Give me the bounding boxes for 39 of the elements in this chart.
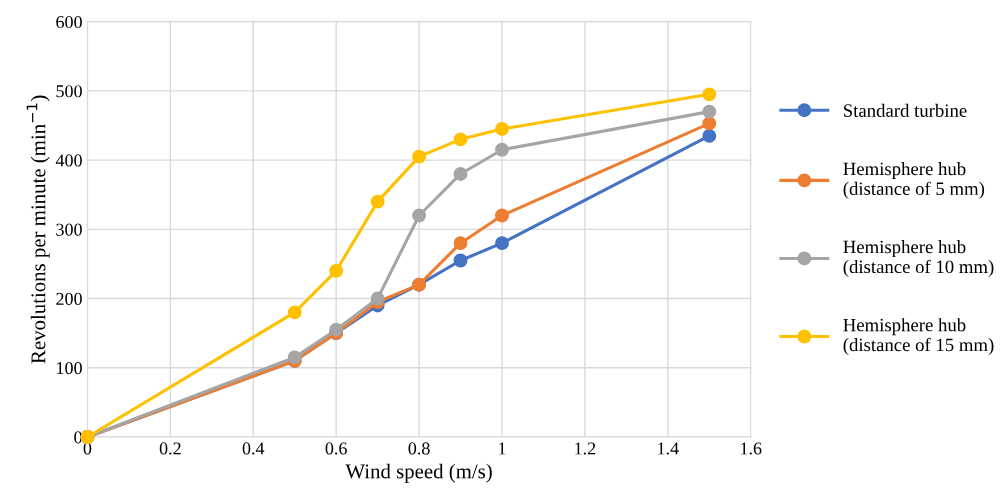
- x-tick-label: 1.6: [741, 442, 762, 455]
- point: [495, 122, 509, 136]
- point: [412, 208, 427, 223]
- point: [702, 116, 717, 131]
- y-tick-label: 200: [56, 292, 82, 305]
- y-tick-label: 600: [56, 15, 82, 29]
- point: [453, 236, 468, 251]
- x-tick-label: 0.8: [408, 442, 430, 455]
- point: [495, 208, 509, 223]
- point: [495, 236, 509, 251]
- point: [702, 87, 717, 102]
- y-tick-label: 500: [56, 85, 82, 98]
- x-tick-label: 1: [499, 442, 506, 455]
- x-tick-label: 0.6: [325, 442, 347, 455]
- legend-label: Hemisphere hub (distance of 5 mm): [843, 162, 985, 199]
- y-tick-label: 100: [57, 362, 82, 375]
- point: [329, 263, 344, 278]
- point: [329, 322, 344, 337]
- point: [370, 194, 385, 209]
- point: [370, 291, 385, 306]
- x-tick-label: 1.4: [658, 442, 679, 455]
- point: [453, 253, 468, 268]
- point: [453, 132, 468, 147]
- point: [702, 104, 717, 119]
- x-axis-title: Wind speed (m/s): [345, 463, 492, 483]
- legend-label: Hemisphere hub (distance of 15 mm): [843, 318, 994, 356]
- x-tick-label: 0.2: [159, 442, 181, 455]
- point: [287, 305, 302, 320]
- point: [702, 128, 717, 143]
- x-tick-label: 1.2: [575, 442, 596, 455]
- point: [495, 142, 509, 157]
- y-axis-title: Revolutions per minute (min$^{−1}$): [26, 95, 50, 364]
- legend-label: Hemisphere hub (distance of 10 mm): [843, 240, 994, 277]
- y-tick-label: 400: [55, 154, 82, 167]
- x-tick-label: 0.4: [242, 442, 265, 455]
- y-tick-label: 300: [56, 223, 82, 236]
- point: [412, 149, 427, 164]
- point: [453, 167, 468, 181]
- legend-label: Standard turbine: [844, 103, 967, 117]
